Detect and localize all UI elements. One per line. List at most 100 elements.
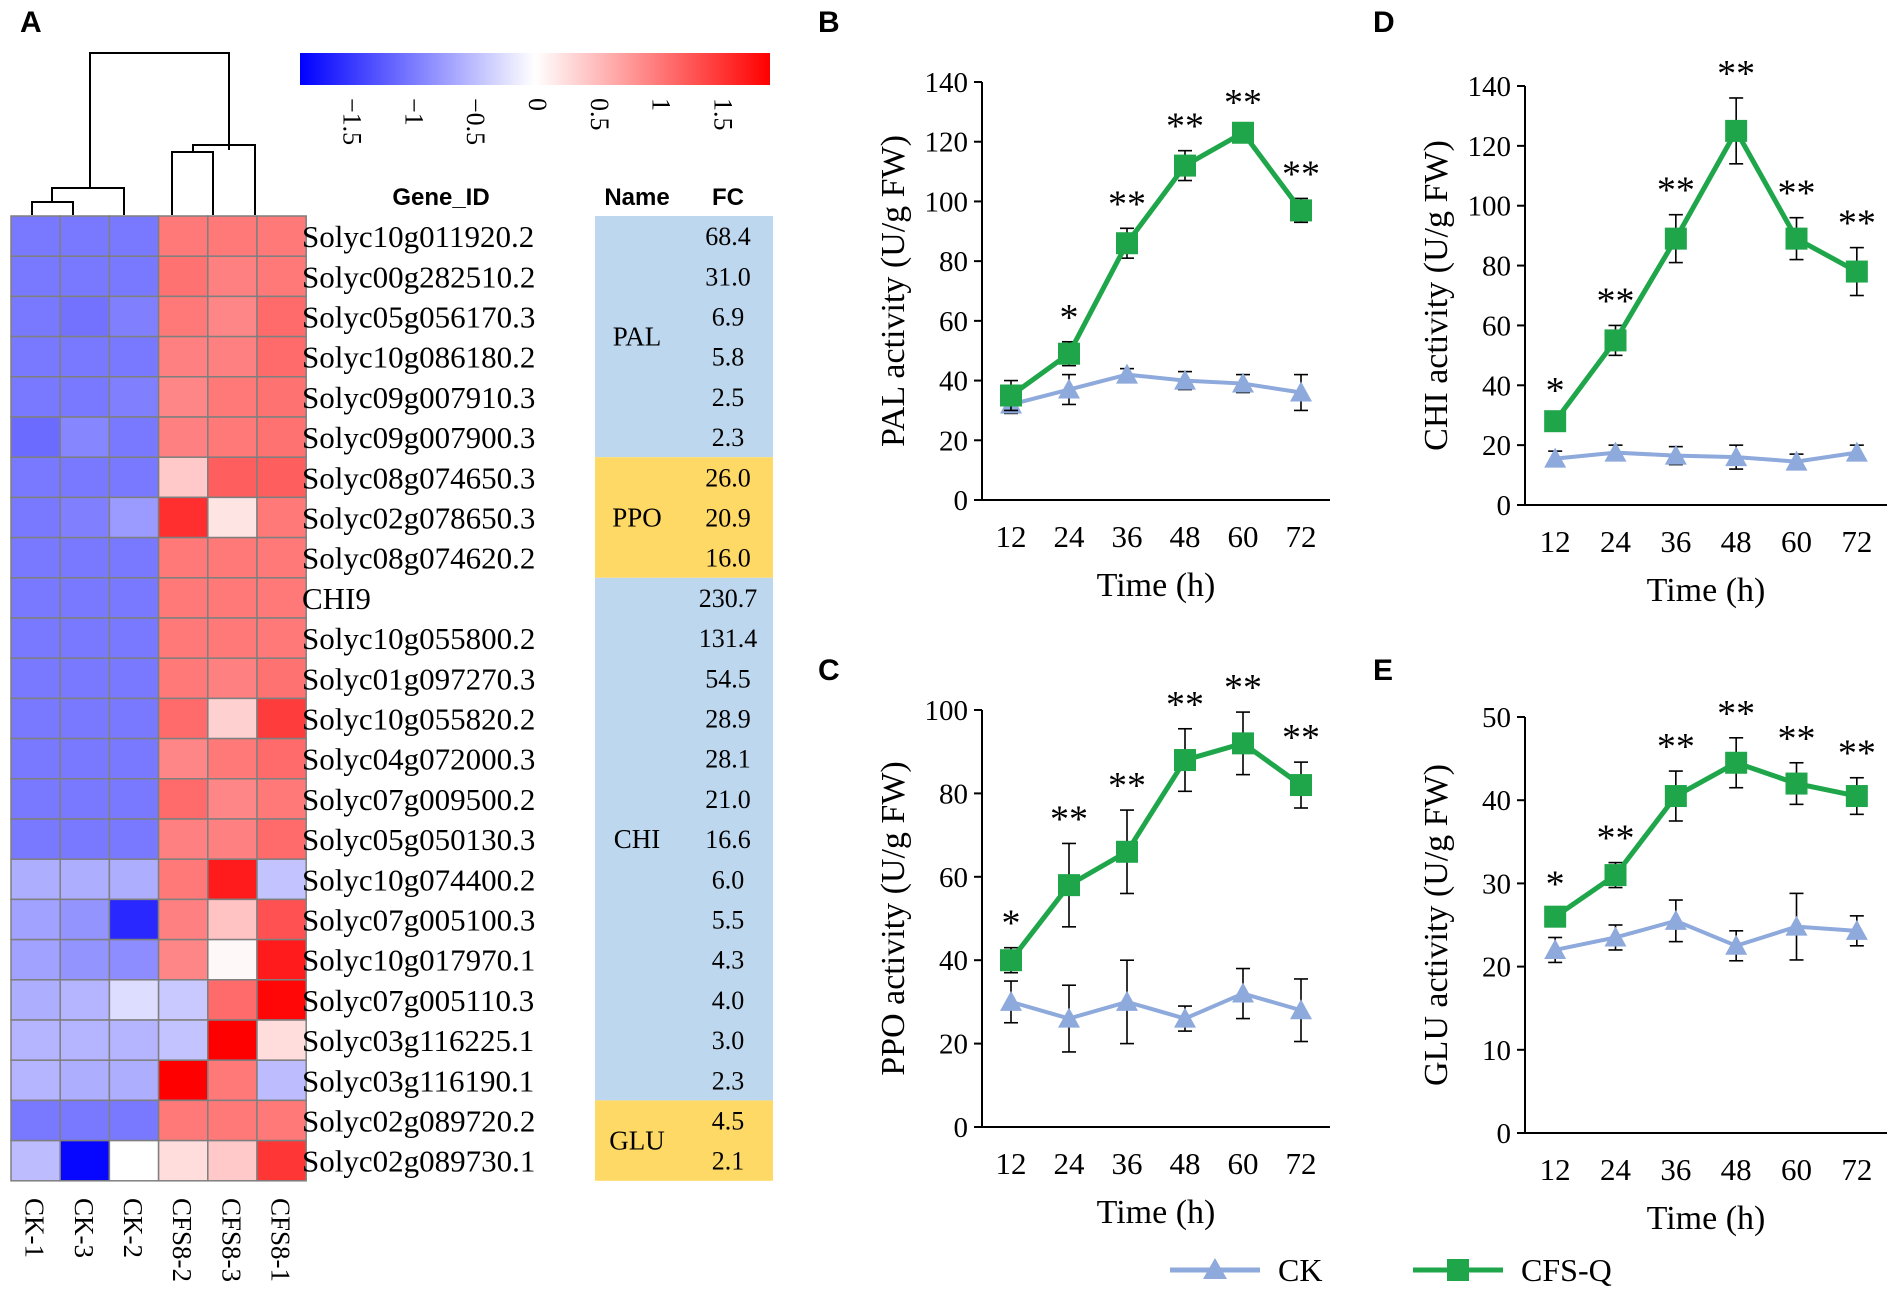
color-scale-ticks: −1.5 −1 −0.5 0 0.5 1 1.5 <box>338 98 738 145</box>
heatmap-cell <box>59 617 111 659</box>
fc-value: 6.9 <box>712 303 745 332</box>
panel-label-a: A <box>20 6 42 39</box>
series-cfs-q <box>1544 97 1868 433</box>
gene-id-label: Solyc10g074400.2 <box>302 862 535 897</box>
significance-mark: ** <box>1838 733 1876 775</box>
y-axis-title: PAL activity (U/g FW) <box>875 135 912 447</box>
heatmap-cell <box>108 979 160 1021</box>
significance-mark: ** <box>1657 726 1695 768</box>
y-tick-label: 0 <box>954 1112 969 1144</box>
legend: CK CFS-Q <box>1170 1252 1612 1288</box>
y-tick-label: 10 <box>1482 1035 1511 1067</box>
heatmap-cell <box>59 778 111 820</box>
heatmap-cell <box>207 456 258 499</box>
heatmap-cell <box>256 577 307 619</box>
heatmap-cell <box>256 496 307 539</box>
data-point <box>1000 990 1022 1011</box>
heatmap-cell <box>256 778 307 820</box>
data-point <box>1058 342 1080 365</box>
x-tick-label: 48 <box>1170 519 1201 554</box>
data-point <box>1232 732 1254 755</box>
x-tick-label: 60 <box>1781 524 1812 559</box>
heatmap-cell <box>157 215 209 257</box>
significance-mark: * <box>1546 370 1565 412</box>
heatmap-cell <box>256 1019 307 1061</box>
data-point <box>1604 864 1627 887</box>
y-tick-label: 40 <box>1482 370 1511 402</box>
x-tick-label: 24 <box>1600 1152 1632 1187</box>
y-axis-title: GLU activity (U/g FW) <box>1418 764 1455 1086</box>
gene-id-label: Solyc10g055800.2 <box>302 621 535 656</box>
y-tick-label: 140 <box>1468 71 1512 103</box>
heatmap-cell <box>108 577 160 619</box>
data-point <box>1174 154 1196 177</box>
data-point <box>1174 749 1196 772</box>
data-point <box>1290 199 1312 222</box>
x-tick-label: 60 <box>1228 1146 1259 1181</box>
y-tick-label: 0 <box>1497 1118 1512 1150</box>
heatmap-cell <box>59 456 111 499</box>
data-point <box>1058 1007 1080 1028</box>
group-name-label: PPO <box>612 503 662 533</box>
heatmap-cell <box>108 818 160 860</box>
data-point <box>1232 372 1254 393</box>
heatmap-cell <box>108 617 160 659</box>
y-tick-label: 20 <box>939 425 968 457</box>
legend-cfs-label: CFS-Q <box>1521 1252 1612 1288</box>
color-scale-tick-label: 1 <box>647 98 676 111</box>
heatmap-cell <box>59 697 111 740</box>
data-point <box>1604 441 1627 462</box>
group-band <box>595 216 773 458</box>
y-tick-label: 140 <box>925 67 969 99</box>
significance-mark: ** <box>1717 693 1755 735</box>
data-point <box>1845 441 1868 462</box>
heatmap-cell <box>207 1019 258 1061</box>
fc-value: 230.7 <box>699 584 758 613</box>
color-scale-tick-label: 0.5 <box>585 98 614 131</box>
heatmap-cell <box>10 215 61 257</box>
x-tick-label: 72 <box>1841 1152 1872 1187</box>
heatmap-cell <box>59 577 111 619</box>
legend-ck-label: CK <box>1278 1252 1322 1288</box>
y-tick-label: 0 <box>954 485 969 517</box>
panel-label-e: E <box>1373 654 1393 687</box>
gene-id-label: Solyc10g011920.2 <box>302 219 534 254</box>
gene-id-label: Solyc05g056170.3 <box>302 300 535 335</box>
y-tick-label: 120 <box>1468 131 1512 163</box>
heatmap-cell <box>157 938 209 981</box>
heatmap-cell <box>256 737 307 780</box>
fc-value: 3.0 <box>712 1026 745 1055</box>
data-point <box>1785 450 1808 471</box>
fc-value: 28.9 <box>705 705 751 734</box>
gene-id-label: Solyc10g086180.2 <box>302 340 535 375</box>
header-gene-id: Gene_ID <box>392 184 489 211</box>
fc-value: 2.1 <box>712 1147 745 1176</box>
sample-label: CFS8-2 <box>167 1198 197 1282</box>
heatmap-cell <box>59 376 111 418</box>
heatmap: Solyc10g011920.2 Solyc00g282510.2 Solyc05g… <box>10 215 773 1282</box>
panel-label-b: B <box>818 6 840 39</box>
series-cfs-q <box>1000 121 1312 412</box>
fc-value: 4.5 <box>712 1107 745 1136</box>
x-tick-label: 60 <box>1228 519 1259 554</box>
data-point <box>1290 999 1312 1020</box>
heatmap-cell <box>59 255 111 298</box>
significance-mark: ** <box>1778 173 1816 215</box>
fc-value: 2.5 <box>712 383 745 412</box>
y-tick-label: 100 <box>1468 191 1512 223</box>
heatmap-cell <box>10 1059 61 1102</box>
heatmap-cell <box>207 858 258 901</box>
legend-ck-marker <box>1203 1258 1227 1279</box>
significance-mark: ** <box>1108 183 1146 225</box>
heatmap-cell <box>10 979 61 1021</box>
heatmap-cell <box>108 778 160 820</box>
fc-value: 4.0 <box>712 986 745 1015</box>
significance-mark: ** <box>1282 153 1320 195</box>
y-tick-label: 40 <box>939 945 968 977</box>
gene-id-label: CHI9 <box>302 581 371 616</box>
x-axis-title: Time (h) <box>1097 1194 1216 1231</box>
heatmap-cell <box>157 1139 209 1182</box>
series-line <box>1009 740 1303 962</box>
heatmap-cell <box>10 496 61 539</box>
x-tick-label: 12 <box>1540 1152 1571 1187</box>
